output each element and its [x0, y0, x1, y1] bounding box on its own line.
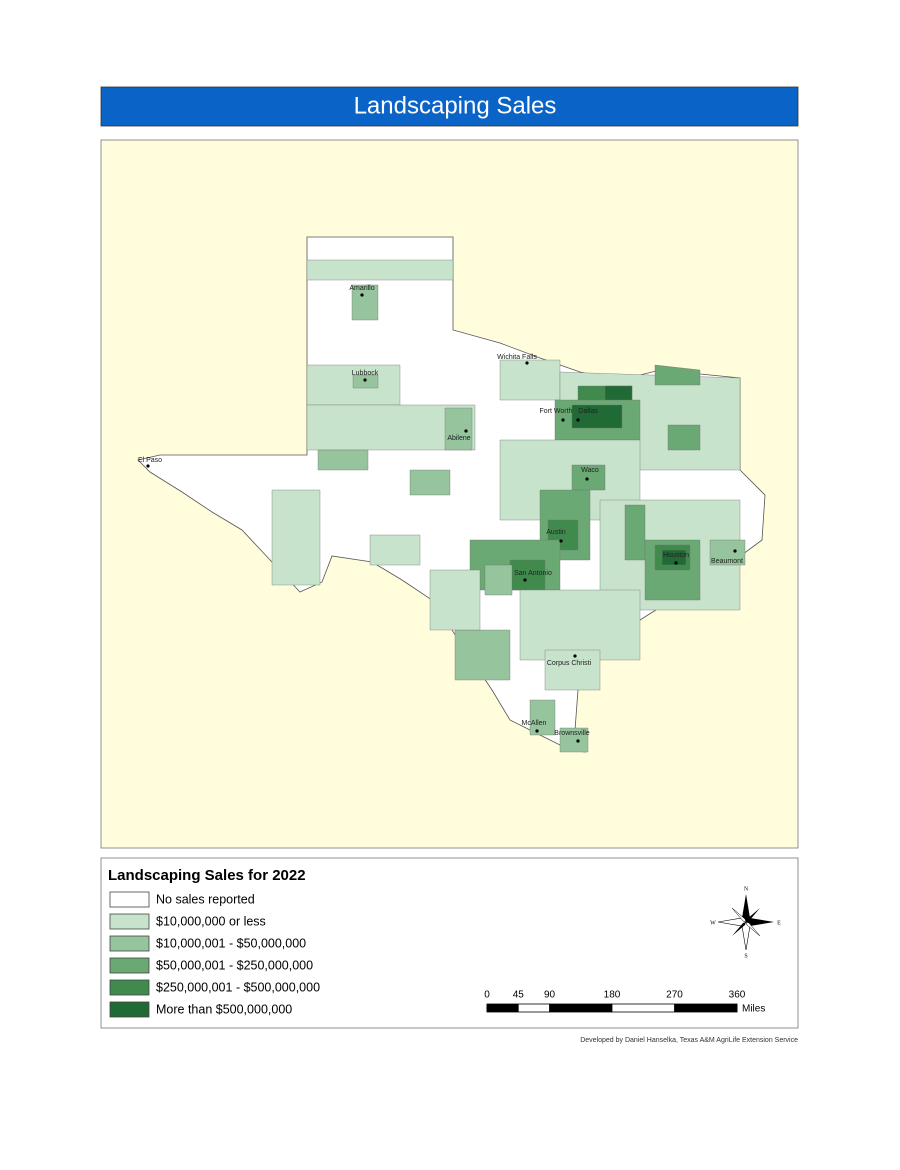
city-dot [464, 429, 468, 433]
city-label: Austin [546, 529, 566, 536]
county-fill [499, 359, 561, 401]
city-dot [674, 561, 678, 565]
legend-title: Landscaping Sales for 2022 [108, 867, 306, 884]
legend-label: More than $500,000,000 [156, 1002, 292, 1016]
legend-swatch [109, 979, 150, 996]
county-fill [654, 364, 701, 386]
county-fill [529, 699, 556, 736]
city-dot [561, 418, 565, 422]
map [137, 236, 766, 753]
city-dot [576, 739, 580, 743]
county-fill [306, 404, 476, 451]
county-fill [369, 534, 421, 566]
city-label: El Paso [138, 457, 162, 464]
city-label: Lubbock [352, 370, 379, 377]
county-fill [317, 449, 369, 471]
city-dot [535, 729, 539, 733]
legend-label: $250,000,001 - $500,000,000 [156, 980, 320, 994]
city-label: Houston [663, 552, 689, 559]
county-fill [306, 259, 454, 281]
county-fill [661, 549, 687, 566]
scale-label: 45 [513, 990, 525, 1001]
city-label: Dallas [578, 408, 598, 415]
scale-label: 270 [666, 990, 683, 1001]
city-dot [146, 464, 150, 468]
county-fill [544, 649, 601, 691]
scale-segment [549, 1004, 612, 1012]
scale-segment [674, 1004, 737, 1012]
scale-label: 180 [604, 990, 621, 1001]
city-label: Abilene [447, 435, 470, 442]
city-dot [573, 654, 577, 658]
legend-label: No sales reported [156, 892, 255, 906]
legend-swatch [109, 1001, 150, 1018]
city-dot [360, 293, 364, 297]
compass: N S E W [710, 886, 781, 959]
county-fill [271, 489, 321, 586]
legend-swatch [109, 891, 150, 908]
city-dot [733, 549, 737, 553]
county-fill [351, 284, 379, 321]
county-fill [484, 564, 513, 596]
legend-label: $50,000,001 - $250,000,000 [156, 958, 313, 972]
title-bar [100, 86, 799, 127]
county-fills [271, 259, 746, 753]
scale-label: 0 [484, 990, 490, 1001]
legend-label: $10,000,000 or less [156, 914, 266, 928]
compass-s: S [744, 953, 747, 959]
city-label: Fort Worth [540, 408, 573, 415]
city-dot [525, 361, 529, 365]
county-fill [571, 404, 623, 429]
city-label: San Antonio [514, 570, 552, 577]
county-fill [709, 539, 746, 566]
city-label: Amarillo [349, 285, 374, 292]
legend-frame [100, 857, 799, 1029]
city-dot [585, 477, 589, 481]
city-label: Beaumont [711, 558, 743, 565]
county-fill [409, 469, 451, 496]
county-fill [519, 589, 641, 661]
legend: No sales reported $10,000,000 or less $10,… [109, 891, 320, 1018]
legend-swatch [109, 913, 150, 930]
legend-swatch [109, 957, 150, 974]
city-dot [523, 578, 527, 582]
county-fill [429, 569, 481, 631]
county-fill [444, 407, 473, 451]
city-dot [576, 418, 580, 422]
scale-label: 360 [729, 990, 746, 1001]
title: Landscaping Sales [354, 92, 557, 119]
city-label: Brownsville [554, 730, 590, 737]
county-fill [454, 629, 511, 681]
legend-swatch [109, 935, 150, 952]
city-label: Corpus Christi [547, 660, 592, 667]
city-label: Wichita Falls [497, 354, 537, 361]
legend-label: $10,000,001 - $50,000,000 [156, 936, 306, 950]
scale-segment [487, 1004, 519, 1012]
cities: Amarillo Lubbock Wichita Falls Fort Worth Da… [138, 285, 743, 743]
city-label: Waco [581, 467, 599, 474]
scale-unit: Miles [742, 1004, 765, 1015]
county-fill [667, 424, 701, 451]
city-label: McAllen [522, 720, 547, 727]
city-dot [363, 378, 367, 382]
county-fill [624, 504, 646, 561]
compass-e: E [777, 920, 781, 926]
scale-label: 90 [544, 990, 556, 1001]
city-dot [559, 539, 563, 543]
county-fill [559, 727, 589, 753]
scale-bar: 0 45 90 180 270 360 Miles [484, 990, 765, 1015]
compass-w: W [710, 920, 716, 926]
credit: Developed by Daniel Hanselka, Texas A&M … [580, 1037, 798, 1044]
compass-n: N [744, 886, 749, 892]
county-fill [571, 464, 606, 491]
